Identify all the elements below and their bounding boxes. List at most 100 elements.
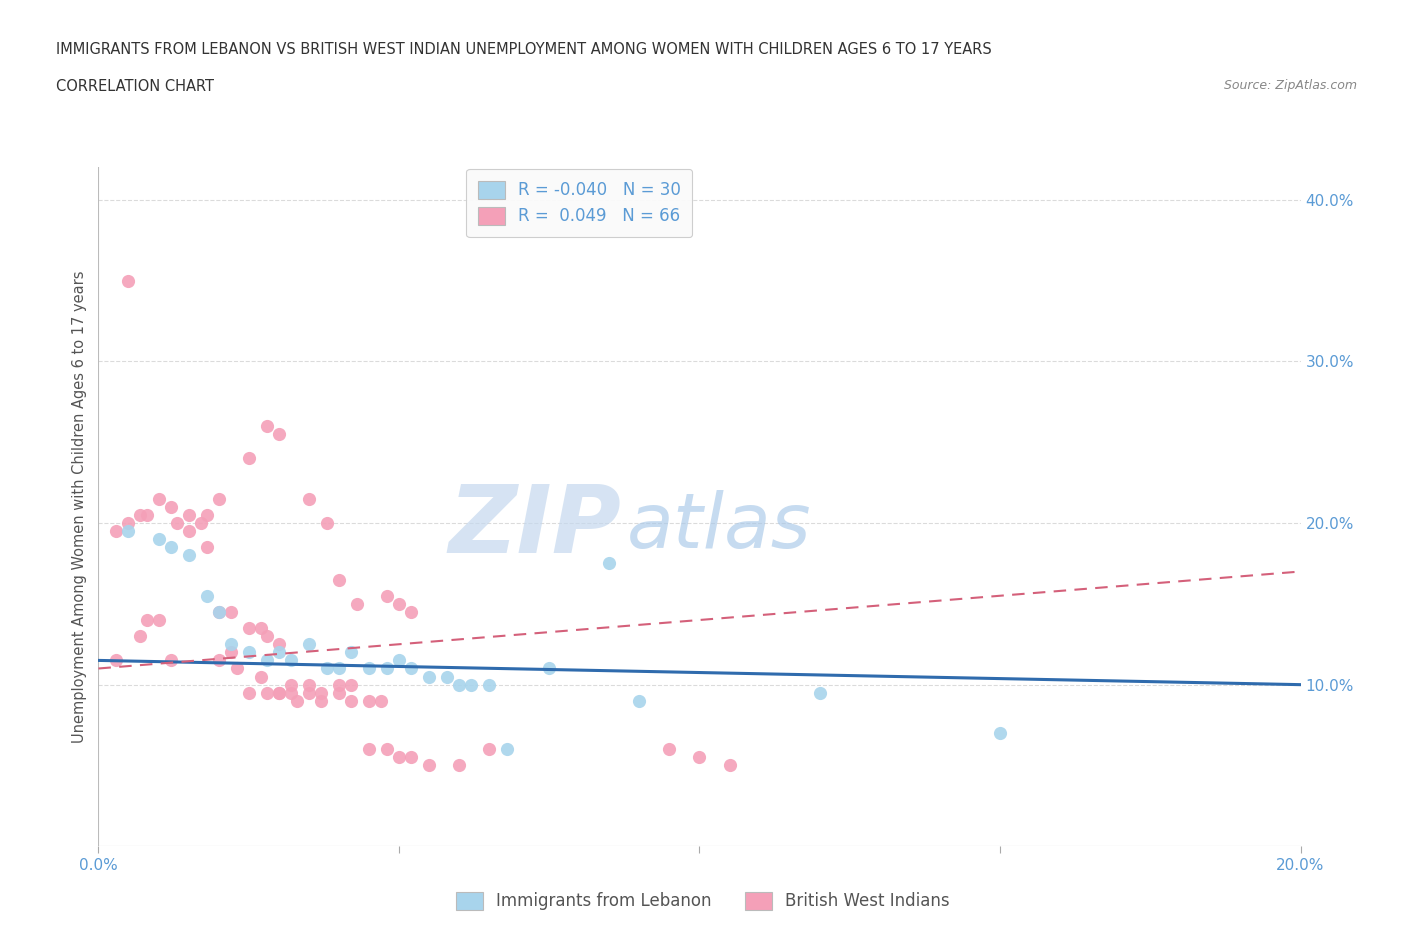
Point — [298, 491, 321, 506]
Point — [117, 515, 139, 530]
Point — [418, 758, 440, 773]
Point — [208, 491, 231, 506]
Text: ZIP: ZIP — [449, 481, 621, 573]
Point — [117, 273, 139, 288]
Text: CORRELATION CHART: CORRELATION CHART — [56, 79, 214, 94]
Point — [159, 539, 181, 554]
Point — [309, 685, 332, 700]
Point — [315, 515, 337, 530]
Point — [148, 491, 170, 506]
Point — [328, 677, 350, 692]
Text: Source: ZipAtlas.com: Source: ZipAtlas.com — [1223, 79, 1357, 92]
Point — [628, 694, 651, 709]
Point — [208, 653, 231, 668]
Point — [399, 604, 422, 619]
Point — [808, 685, 831, 700]
Point — [280, 677, 302, 692]
Legend: R = -0.040   N = 30, R =  0.049   N = 66: R = -0.040 N = 30, R = 0.049 N = 66 — [467, 169, 692, 237]
Point — [399, 661, 422, 676]
Point — [689, 750, 711, 764]
Point — [718, 758, 741, 773]
Point — [447, 758, 470, 773]
Point — [166, 515, 188, 530]
Point — [346, 596, 368, 611]
Point — [388, 750, 411, 764]
Point — [177, 508, 200, 523]
Point — [357, 742, 380, 757]
Point — [298, 685, 321, 700]
Point — [195, 589, 218, 604]
Point — [219, 637, 242, 652]
Point — [148, 532, 170, 547]
Point — [298, 637, 321, 652]
Point — [256, 418, 278, 433]
Point — [129, 508, 152, 523]
Point — [190, 515, 212, 530]
Point — [658, 742, 681, 757]
Point — [285, 694, 308, 709]
Point — [988, 725, 1011, 740]
Point — [280, 685, 302, 700]
Point — [375, 589, 398, 604]
Point — [267, 685, 290, 700]
Point — [238, 451, 260, 466]
Point — [447, 677, 470, 692]
Point — [195, 539, 218, 554]
Point — [105, 653, 128, 668]
Text: IMMIGRANTS FROM LEBANON VS BRITISH WEST INDIAN UNEMPLOYMENT AMONG WOMEN WITH CHI: IMMIGRANTS FROM LEBANON VS BRITISH WEST … — [56, 42, 993, 57]
Point — [370, 694, 392, 709]
Point — [436, 670, 458, 684]
Point — [238, 644, 260, 659]
Point — [177, 548, 200, 563]
Point — [478, 742, 501, 757]
Legend: Immigrants from Lebanon, British West Indians: Immigrants from Lebanon, British West In… — [450, 885, 956, 917]
Point — [267, 427, 290, 442]
Point — [309, 694, 332, 709]
Point — [135, 508, 157, 523]
Point — [267, 644, 290, 659]
Point — [328, 685, 350, 700]
Point — [267, 637, 290, 652]
Text: atlas: atlas — [627, 490, 811, 565]
Point — [315, 661, 337, 676]
Point — [298, 677, 321, 692]
Point — [357, 694, 380, 709]
Point — [280, 653, 302, 668]
Point — [388, 596, 411, 611]
Point — [538, 661, 561, 676]
Point — [249, 670, 271, 684]
Point — [148, 613, 170, 628]
Point — [267, 685, 290, 700]
Point — [496, 742, 519, 757]
Point — [375, 742, 398, 757]
Point — [135, 613, 157, 628]
Point — [177, 524, 200, 538]
Point — [256, 685, 278, 700]
Point — [249, 620, 271, 635]
Point — [225, 661, 247, 676]
Point — [219, 644, 242, 659]
Point — [340, 644, 363, 659]
Point — [159, 499, 181, 514]
Point — [117, 524, 139, 538]
Point — [340, 677, 363, 692]
Point — [238, 685, 260, 700]
Point — [357, 661, 380, 676]
Y-axis label: Unemployment Among Women with Children Ages 6 to 17 years: Unemployment Among Women with Children A… — [72, 271, 87, 743]
Point — [238, 620, 260, 635]
Point — [256, 653, 278, 668]
Point — [598, 556, 620, 571]
Point — [208, 604, 231, 619]
Point — [105, 524, 128, 538]
Point — [219, 604, 242, 619]
Point — [195, 508, 218, 523]
Point — [328, 661, 350, 676]
Point — [256, 629, 278, 644]
Point — [388, 653, 411, 668]
Point — [375, 661, 398, 676]
Point — [159, 653, 181, 668]
Point — [478, 677, 501, 692]
Point — [418, 670, 440, 684]
Point — [208, 604, 231, 619]
Point — [340, 694, 363, 709]
